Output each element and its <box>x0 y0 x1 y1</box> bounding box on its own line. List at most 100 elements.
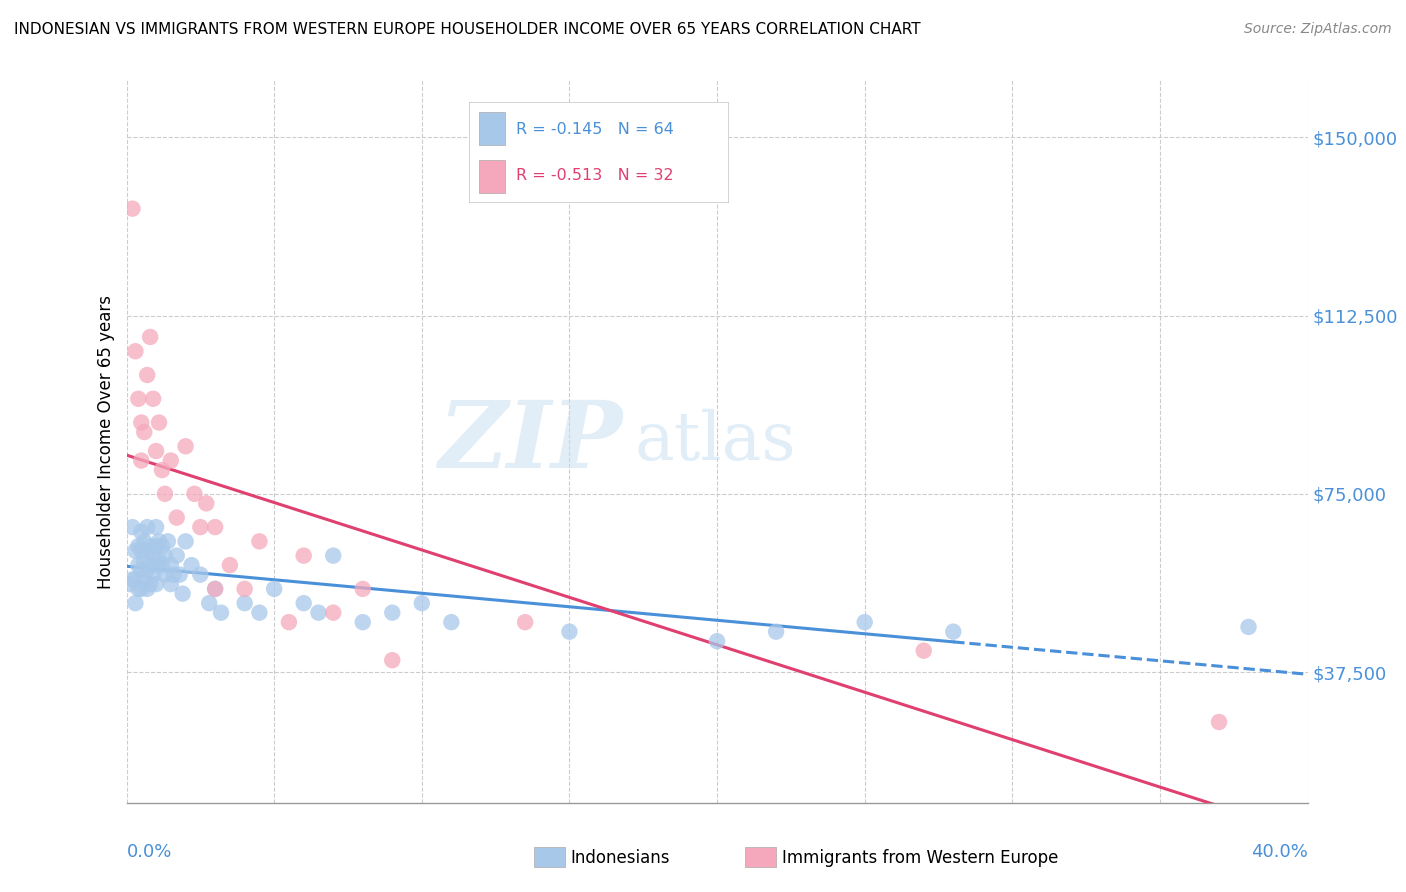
Point <box>322 549 344 563</box>
Point <box>249 606 271 620</box>
Point <box>209 606 232 620</box>
Text: 40.0%: 40.0% <box>1251 843 1308 861</box>
Point <box>558 624 581 639</box>
Point <box>706 634 728 648</box>
Point <box>1237 620 1260 634</box>
Point <box>204 582 226 596</box>
Point <box>121 202 143 216</box>
Point <box>150 558 173 573</box>
Point <box>233 596 256 610</box>
Point <box>121 520 143 534</box>
Point <box>160 453 183 467</box>
Point <box>188 567 212 582</box>
Point <box>148 534 170 549</box>
Point <box>853 615 876 630</box>
Point <box>145 539 167 553</box>
Point <box>188 520 212 534</box>
Point <box>127 539 149 553</box>
Point <box>219 558 242 573</box>
Point <box>124 344 146 359</box>
Text: Source: ZipAtlas.com: Source: ZipAtlas.com <box>1244 22 1392 37</box>
Point <box>1208 714 1230 729</box>
Point <box>134 573 156 587</box>
Point <box>118 577 141 591</box>
Point <box>183 487 205 501</box>
Point <box>134 425 156 439</box>
Point <box>515 615 537 630</box>
Point <box>136 582 159 596</box>
Point <box>136 544 159 558</box>
Point <box>136 368 159 382</box>
Point <box>139 577 162 591</box>
Point <box>163 567 186 582</box>
Point <box>411 596 433 610</box>
Text: 0.0%: 0.0% <box>127 843 172 861</box>
Point <box>160 558 183 573</box>
Point <box>127 392 149 406</box>
Point <box>145 444 167 458</box>
Point <box>169 567 191 582</box>
Point <box>153 487 176 501</box>
Point <box>142 567 165 582</box>
Point <box>129 524 153 539</box>
Point <box>142 549 165 563</box>
Point <box>139 330 162 344</box>
Point <box>308 606 330 620</box>
Point <box>166 510 188 524</box>
Point <box>278 615 301 630</box>
Point <box>127 582 149 596</box>
Point <box>166 549 188 563</box>
Point <box>124 573 146 587</box>
Point <box>145 520 167 534</box>
Y-axis label: Householder Income Over 65 years: Householder Income Over 65 years <box>97 294 115 589</box>
Point <box>180 558 202 573</box>
Point <box>204 520 226 534</box>
Point <box>129 416 153 430</box>
Point <box>129 544 153 558</box>
Point <box>381 653 404 667</box>
Point <box>153 567 176 582</box>
Point <box>127 558 149 573</box>
Point <box>134 534 156 549</box>
Point <box>233 582 256 596</box>
Point <box>174 534 197 549</box>
Point <box>440 615 463 630</box>
Point <box>121 573 143 587</box>
Point <box>148 553 170 567</box>
Point <box>292 596 315 610</box>
Point <box>150 463 173 477</box>
Text: INDONESIAN VS IMMIGRANTS FROM WESTERN EUROPE HOUSEHOLDER INCOME OVER 65 YEARS CO: INDONESIAN VS IMMIGRANTS FROM WESTERN EU… <box>14 22 921 37</box>
Point <box>765 624 787 639</box>
Point <box>292 549 315 563</box>
Point <box>912 643 935 657</box>
Point <box>139 539 162 553</box>
Point <box>352 615 374 630</box>
Point <box>129 563 153 577</box>
Point <box>124 544 146 558</box>
Point <box>136 563 159 577</box>
Point <box>153 549 176 563</box>
Point <box>174 439 197 453</box>
Text: atlas: atlas <box>634 409 796 475</box>
Point <box>352 582 374 596</box>
Point <box>942 624 965 639</box>
Point <box>139 558 162 573</box>
Point <box>160 577 183 591</box>
Point <box>381 606 404 620</box>
Point <box>124 596 146 610</box>
Point <box>136 520 159 534</box>
Text: Indonesians: Indonesians <box>571 849 671 867</box>
Point <box>172 587 194 601</box>
Text: ZIP: ZIP <box>439 397 623 486</box>
Point <box>148 416 170 430</box>
Point <box>134 553 156 567</box>
Point <box>145 558 167 573</box>
Point <box>156 534 179 549</box>
Point <box>249 534 271 549</box>
Point <box>129 582 153 596</box>
Point <box>198 596 221 610</box>
Point <box>263 582 285 596</box>
Text: Immigrants from Western Europe: Immigrants from Western Europe <box>782 849 1059 867</box>
Point <box>142 392 165 406</box>
Point <box>204 582 226 596</box>
